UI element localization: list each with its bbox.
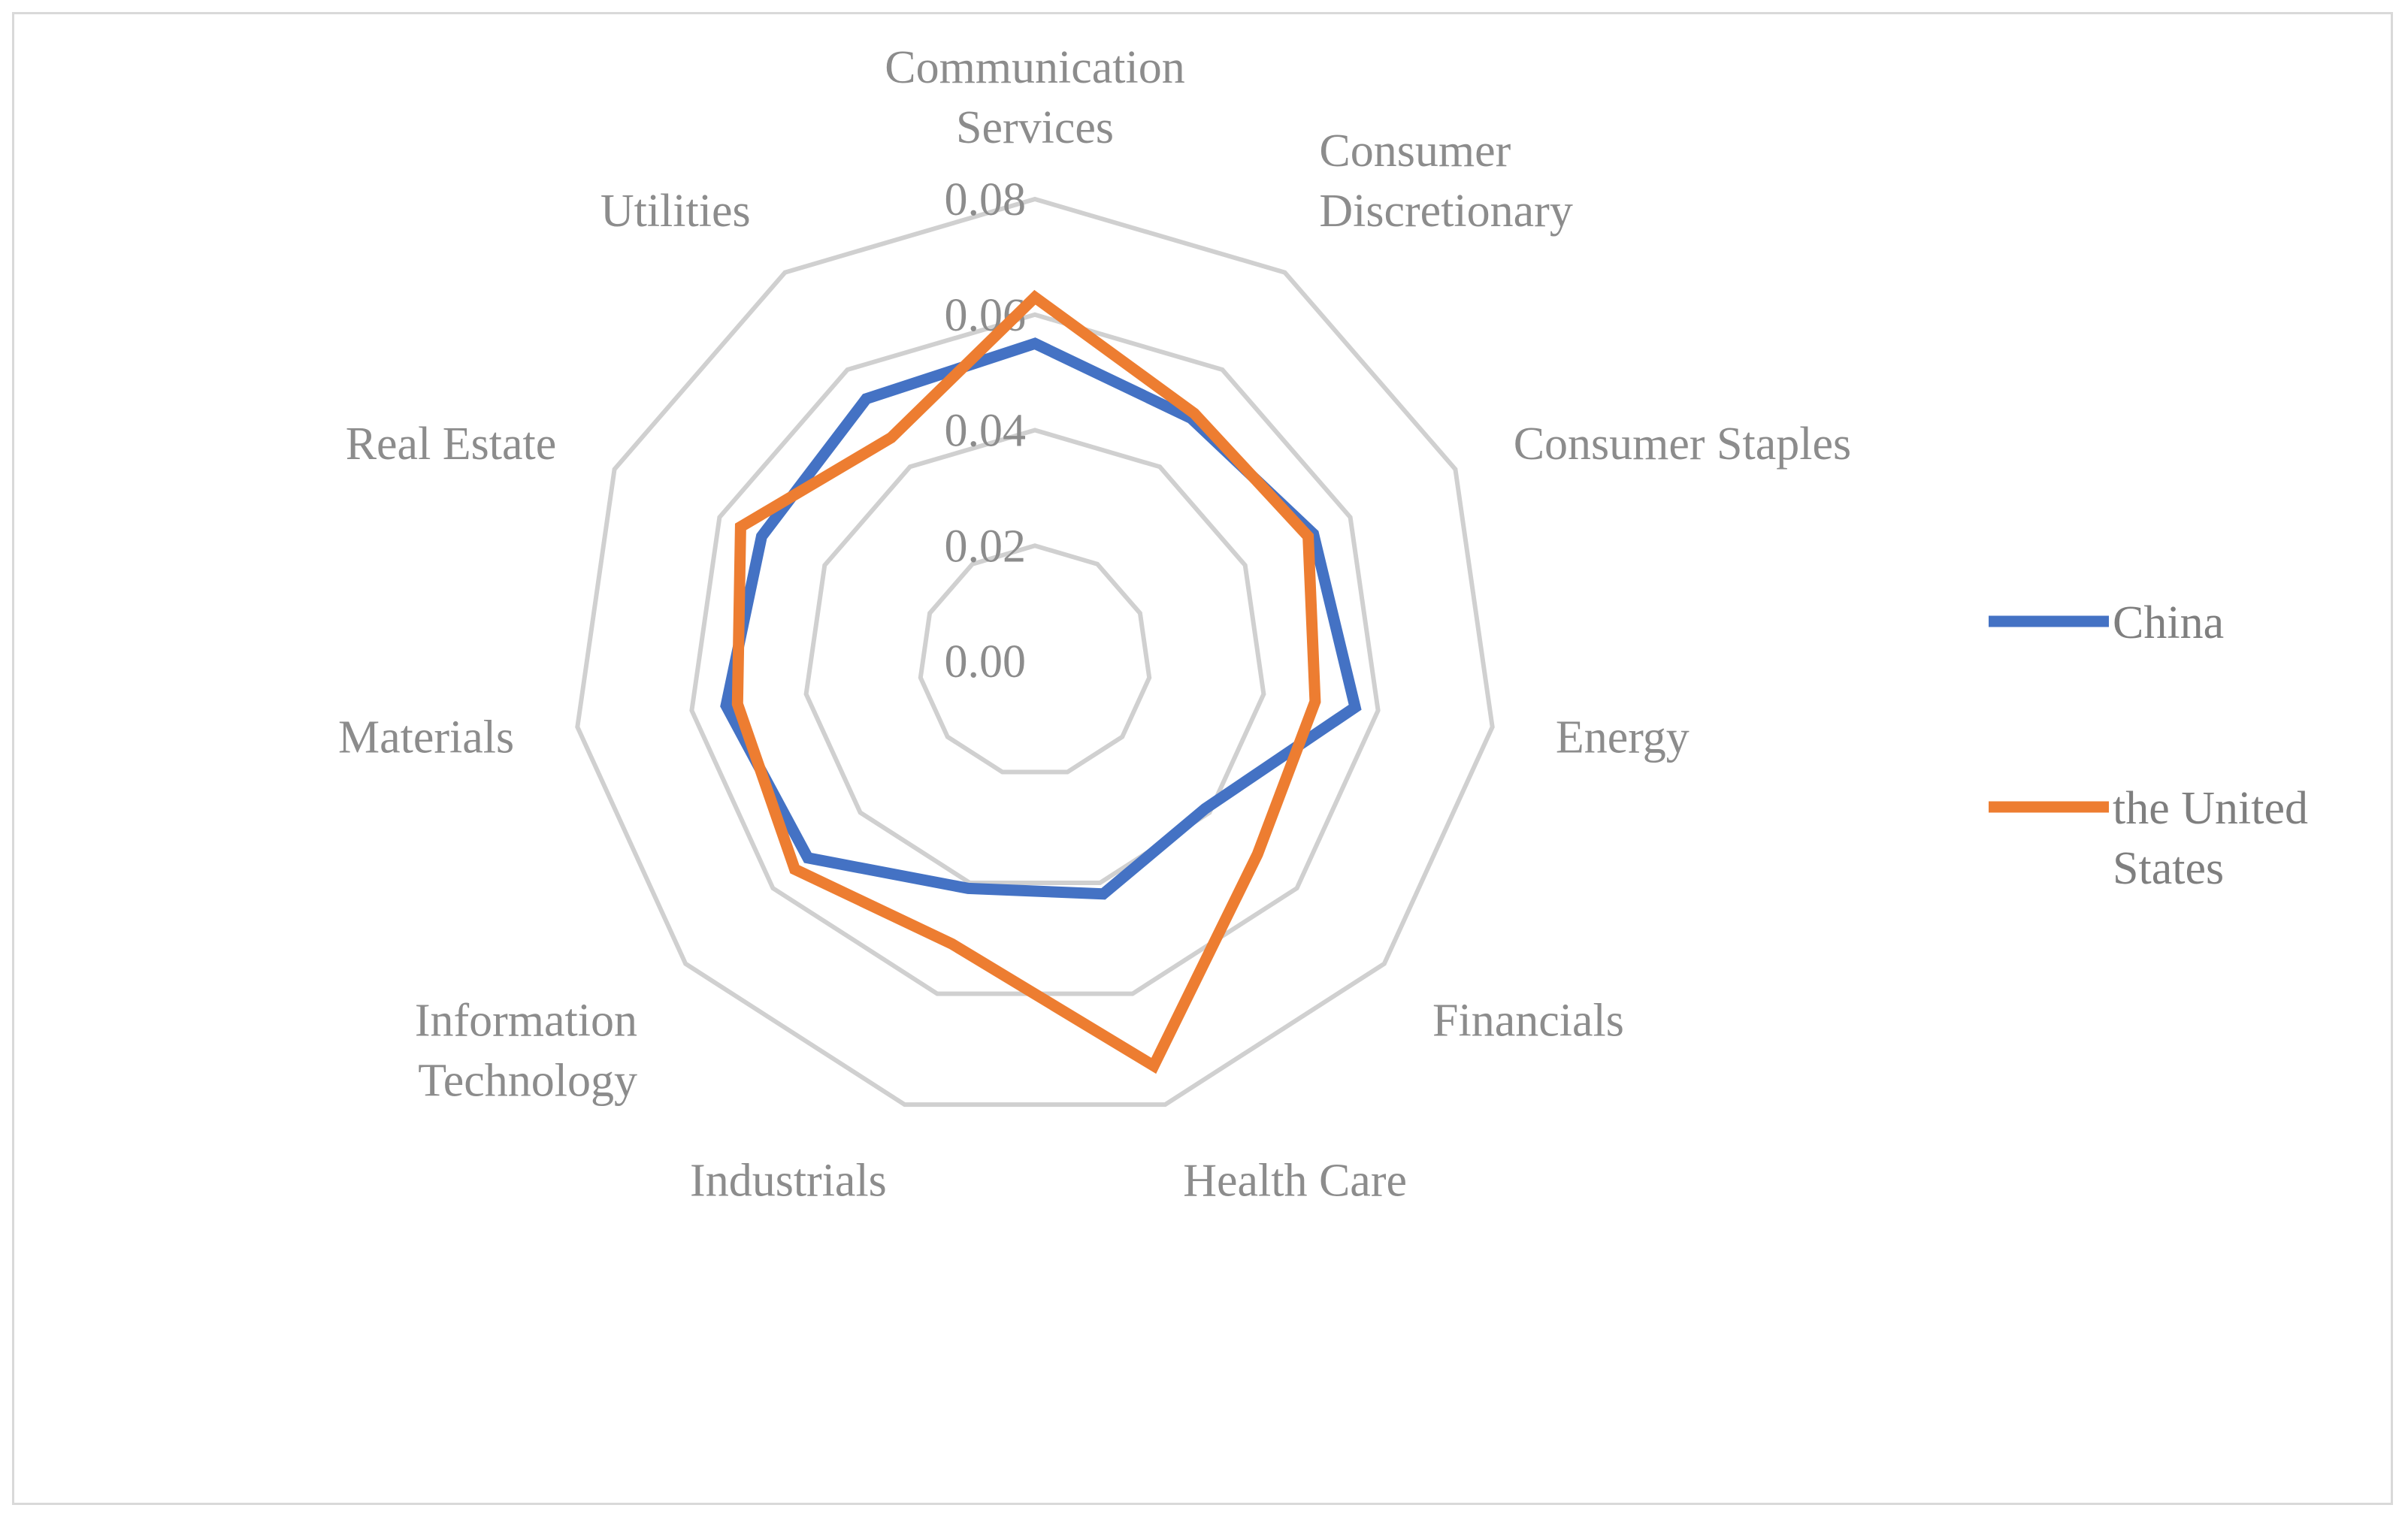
- category-label-line: Materials: [338, 712, 514, 763]
- category-label-utilities: Utilities: [600, 186, 751, 237]
- category-label-line: Energy: [1556, 712, 1690, 763]
- category-label-information-technology: Information Technology: [415, 995, 637, 1106]
- legend: China the United States: [1989, 597, 2308, 894]
- category-label-line: Technology: [418, 1055, 637, 1106]
- category-label-line: Utilities: [600, 186, 751, 237]
- category-label-health-care: Health Care: [1183, 1156, 1407, 1207]
- category-labels: Communication Services Consumer Discretiona…: [338, 42, 1851, 1207]
- category-label-materials: Materials: [338, 712, 514, 763]
- category-label-consumer-staples: Consumer Staples: [1514, 419, 1851, 470]
- legend-label-line: States: [2113, 843, 2224, 894]
- grid-ring-2: [803, 428, 1266, 885]
- category-label-line: Consumer: [1319, 125, 1511, 177]
- category-label-line: Services: [956, 102, 1114, 153]
- category-label-consumer-discretionary: Consumer Discretionary: [1319, 125, 1572, 237]
- legend-label-line: the United: [2113, 783, 2308, 834]
- tick-label: 0.00: [945, 636, 1027, 687]
- category-label-real-estate: Real Estate: [346, 419, 557, 470]
- radar-chart: 0.000.020.040.060.08 Communication Servic…: [338, 42, 2308, 1207]
- series-lines: [720, 289, 1362, 1074]
- category-label-line: Financials: [1432, 995, 1624, 1046]
- chart-area: 0.00 0.02 0.04 0.06 0.08 Communication Servic…: [12, 12, 2393, 1505]
- category-label-financials: Financials: [1432, 995, 1624, 1046]
- category-label-line: Health Care: [1183, 1156, 1407, 1207]
- radial-tick-labels: 0.000.020.040.060.08: [945, 174, 1027, 687]
- series-line-china: [720, 337, 1362, 900]
- grid-ring-1: [918, 543, 1152, 775]
- series-line-the-united-states: [731, 289, 1321, 1074]
- category-label-energy: Energy: [1556, 712, 1690, 763]
- tick-label: 0.02: [945, 521, 1027, 572]
- category-label-communication-services: Communication Services: [885, 42, 1185, 153]
- category-label-line: Real Estate: [346, 419, 557, 470]
- legend-label-the-united-states: the United States: [2113, 783, 2308, 894]
- category-label-line: Communication: [885, 42, 1185, 93]
- legend-label-china: China: [2113, 597, 2224, 648]
- tick-label: 0.08: [945, 174, 1027, 225]
- grid-rings: [575, 196, 1495, 1108]
- legend-label-line: China: [2113, 597, 2224, 648]
- category-label-industrials: Industrials: [690, 1156, 887, 1207]
- category-label-line: Information: [415, 995, 637, 1046]
- category-label-line: Discretionary: [1319, 186, 1572, 237]
- category-label-line: Consumer Staples: [1514, 419, 1851, 470]
- tick-label: 0.04: [945, 406, 1027, 457]
- grid-ring-4: [575, 196, 1495, 1108]
- category-label-line: Industrials: [690, 1156, 887, 1207]
